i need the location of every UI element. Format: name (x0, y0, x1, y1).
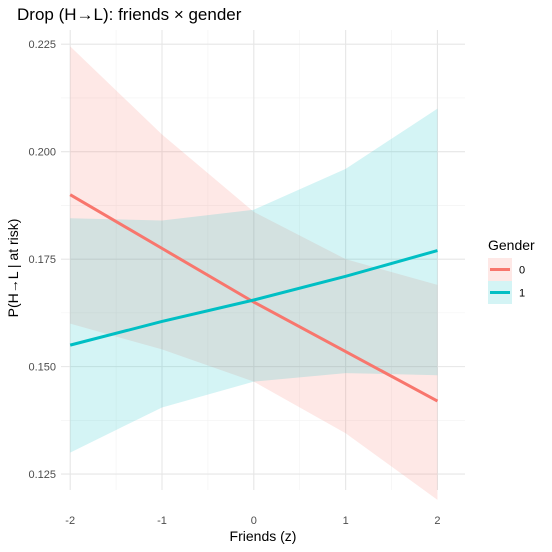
x-tick-label: 1 (343, 515, 349, 527)
x-tick-label: -2 (65, 515, 75, 527)
confidence-ribbons (70, 46, 438, 500)
x-tick-label: -1 (157, 515, 167, 527)
series-lines (69, 193, 439, 403)
confidence-ribbon-1 (70, 108, 438, 453)
y-tick-label: 0.225 (28, 39, 56, 51)
x-tick-label: 0 (251, 515, 257, 527)
x-axis-ticks: -2 -1 0 1 2 (65, 515, 440, 527)
y-axis-title: P(H→L | at risk) (5, 219, 21, 318)
y-tick-label: 0.125 (28, 469, 56, 481)
legend-title: Gender (488, 237, 535, 253)
confidence-ribbon-0 (70, 46, 438, 500)
legend-label-1: 1 (519, 288, 525, 300)
y-tick-label: 0.175 (28, 254, 56, 266)
y-axis-ticks: 0.125 0.150 0.175 0.200 0.225 (28, 39, 56, 481)
series-line-1 (69, 249, 438, 347)
x-tick-label: 2 (434, 515, 440, 527)
legend-label-0: 0 (519, 265, 525, 277)
legend: Gender 0 1 (488, 237, 535, 304)
y-tick-label: 0.200 (28, 147, 56, 159)
series-line-0 (69, 193, 439, 403)
x-axis-title: Friends (z) (230, 528, 297, 544)
chart-title: Drop (H→L): friends × gender (17, 5, 242, 24)
grid (61, 30, 465, 490)
y-tick-label: 0.150 (28, 362, 56, 374)
